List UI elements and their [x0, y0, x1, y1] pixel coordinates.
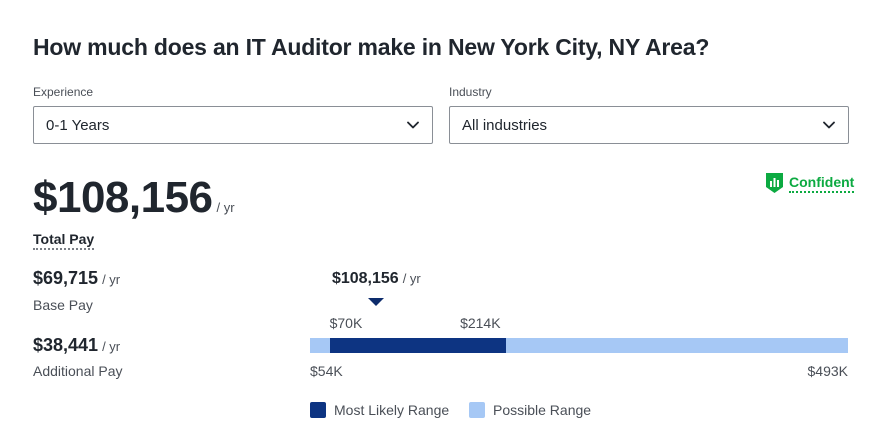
chevron-down-icon: [823, 121, 835, 129]
additional-pay-label: Additional Pay: [33, 363, 123, 379]
additional-pay-unit: / yr: [102, 339, 121, 354]
range-marker-label: $108,156 / yr: [332, 270, 421, 288]
total-pay-value: $108,156: [33, 173, 213, 222]
total-pay-amount: $108,156 / yr: [33, 173, 235, 223]
additional-pay-value: $38,441: [33, 335, 99, 355]
range-marker-value: $108,156: [331, 270, 399, 287]
range-max-label: $493K: [807, 363, 848, 379]
industry-select[interactable]: All industries: [449, 106, 849, 144]
possible-range-bar: [310, 338, 848, 353]
likely-low-label: $70K: [329, 315, 363, 331]
industry-label: Industry: [449, 85, 492, 99]
likely-high-label: $214K: [460, 315, 501, 331]
chevron-down-icon: [407, 121, 419, 129]
range-min-label: $54K: [310, 363, 343, 379]
most-likely-range-bar: [329, 338, 507, 353]
base-pay-amount: $69,715 / yr: [33, 268, 120, 289]
additional-pay-amount: $38,441 / yr: [33, 335, 120, 356]
total-pay-unit: / yr: [216, 200, 235, 215]
range-marker-unit: / yr: [402, 271, 421, 286]
legend-most-likely-label: Most Likely Range: [334, 402, 450, 418]
total-pay-label[interactable]: Total Pay: [33, 231, 95, 250]
page-title: How much does an IT Auditor make in New …: [33, 34, 710, 60]
base-pay-value: $69,715: [33, 268, 99, 288]
base-pay-unit: / yr: [102, 272, 121, 287]
legend-most-likely: Most Likely Range: [310, 402, 449, 418]
confidence-label: Confident: [789, 174, 855, 193]
adjacent-panel-edge: [882, 0, 890, 434]
confidence-indicator[interactable]: Confident: [765, 172, 855, 194]
confidence-shield-icon: [766, 173, 783, 193]
legend-possible: Possible Range: [469, 402, 591, 418]
legend-possible-swatch: [469, 402, 485, 418]
base-pay-label: Base Pay: [33, 297, 93, 313]
experience-label: Experience: [33, 85, 94, 99]
experience-select[interactable]: 0-1 Years: [33, 106, 433, 144]
legend-most-likely-swatch: [310, 402, 326, 418]
range-marker-triangle-icon: [368, 298, 385, 306]
industry-select-value: All industries: [462, 116, 548, 134]
experience-select-value: 0-1 Years: [46, 116, 110, 134]
legend-possible-label: Possible Range: [493, 402, 592, 418]
